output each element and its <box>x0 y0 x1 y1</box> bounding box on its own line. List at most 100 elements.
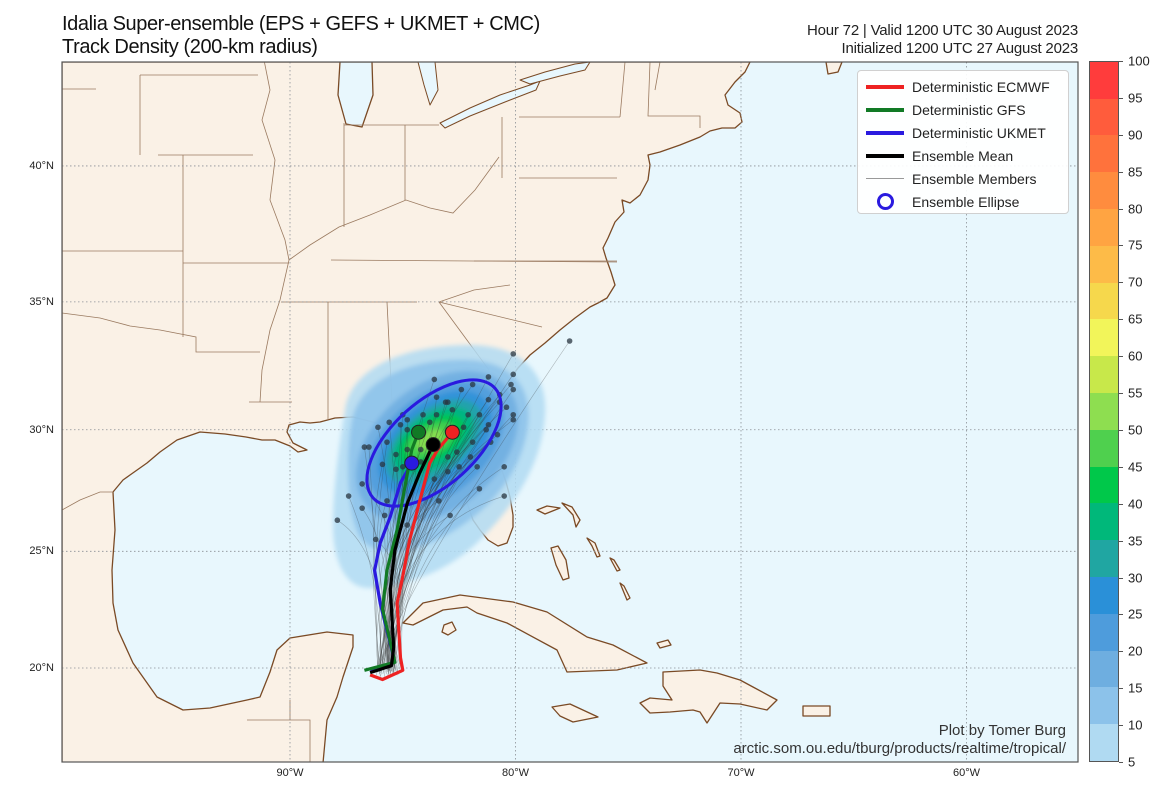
colorbar-label: 70 <box>1128 274 1143 290</box>
legend-circle-icon <box>876 193 894 210</box>
ensemble-member-endpoint <box>449 406 456 413</box>
track-endpoint-ukmet <box>404 455 420 471</box>
ensemble-member-endpoint <box>384 498 390 504</box>
ensemble-member-endpoint <box>485 374 492 380</box>
ensemble-member-endpoint <box>420 411 426 418</box>
ensemble-member-endpoint <box>359 505 365 511</box>
colorbar-band <box>1090 429 1118 467</box>
ensemble-member-track <box>376 429 487 676</box>
colorbar-tick <box>1119 577 1123 579</box>
ensemble-member-track <box>388 478 435 672</box>
colorbar-band <box>1090 540 1118 578</box>
ensemble-member-endpoint <box>474 463 480 470</box>
colorbar-band <box>1090 356 1118 394</box>
ensemble-member-endpoints <box>334 338 573 543</box>
state-borders <box>62 62 701 762</box>
legend-item-ukmet: Deterministic UKMET <box>858 121 1068 144</box>
colorbar-band <box>1090 282 1118 320</box>
ensemble-member-track <box>383 441 473 672</box>
ensemble-member-endpoint <box>485 421 492 428</box>
lat-label: 25°N <box>29 545 54 558</box>
ensemble-member-endpoint <box>404 522 411 528</box>
legend-label: Deterministic ECMWF <box>912 78 1050 95</box>
ensemble-member-endpoint <box>510 416 517 423</box>
ensemble-member-track <box>368 447 378 673</box>
ensemble-member-endpoint <box>460 424 467 431</box>
deterministic-tracks <box>363 424 460 682</box>
colorbar-band <box>1090 393 1118 430</box>
ensemble-member-endpoint <box>334 517 341 524</box>
colorbar-tick <box>1119 245 1123 247</box>
colorbar-tick <box>1119 651 1123 653</box>
legend-item-ensemble-ellipse: Ensemble Ellipse <box>858 190 1068 213</box>
ensemble-member-endpoint <box>501 493 508 499</box>
ensemble-member-track <box>382 422 397 674</box>
ensemble-member-endpoint <box>386 419 393 426</box>
ensemble-member-track <box>393 376 489 675</box>
legend-line-icon <box>866 178 904 179</box>
ensemble-member-endpoint <box>476 485 483 492</box>
ensemble-member-endpoint <box>445 399 451 406</box>
colorbar-tick <box>1119 319 1123 321</box>
ensemble-member-endpoint <box>404 446 411 453</box>
ensemble-member-endpoint <box>445 468 451 475</box>
colorbar-label: 65 <box>1128 311 1143 327</box>
track-endpoint-ecmwf <box>444 424 460 440</box>
colorbar-tick <box>1119 540 1123 542</box>
ensemble-member-endpoint <box>508 381 514 388</box>
colorbar-label: 55 <box>1128 385 1143 401</box>
land-abaco <box>561 502 581 528</box>
colorbar-label: 5 <box>1128 754 1136 770</box>
lon-label: 90°W <box>276 767 304 779</box>
ensemble-member-track <box>400 424 404 666</box>
ensemble-member-track <box>388 466 478 668</box>
land-nova-scotia <box>825 62 843 75</box>
ensemble-member-endpoint <box>476 411 483 418</box>
ensemble-member-endpoint <box>417 459 424 465</box>
legend-label: Deterministic UKMET <box>912 124 1046 141</box>
colorbar-tick <box>1119 97 1123 99</box>
colorbar-label: 50 <box>1128 422 1143 438</box>
ensemble-member-endpoint <box>501 463 508 470</box>
ensemble-member-endpoint <box>404 426 411 433</box>
track-ensemble-mean <box>369 443 435 675</box>
lon-label: 80°W <box>501 767 530 779</box>
colorbar-band <box>1090 650 1118 688</box>
colorbar-label: 75 <box>1128 237 1143 253</box>
legend-item-ensemble-mean: Ensemble Mean <box>858 144 1068 167</box>
lat-label: 20°N <box>29 662 54 674</box>
ensemble-member-endpoint <box>433 394 440 400</box>
colorbar-band <box>1090 245 1118 283</box>
ensemble-member-endpoint <box>384 439 390 445</box>
track-endpoint-gfs <box>411 424 427 440</box>
land-exuma <box>609 557 621 572</box>
colorbar-label: 10 <box>1128 717 1143 733</box>
colorbar-band <box>1090 209 1118 246</box>
ensemble-member-track <box>372 464 383 674</box>
colorbar-band <box>1090 98 1118 136</box>
colorbar-band <box>1090 135 1118 173</box>
land-inagua <box>656 639 672 649</box>
land-lake-michigan <box>337 62 374 128</box>
lat-label: 35°N <box>29 295 54 308</box>
colorbar-label: 15 <box>1128 680 1143 696</box>
ensemble-member-endpoint <box>510 411 517 418</box>
credit-url: arctic.som.ou.edu/tburg/products/realtim… <box>733 740 1066 757</box>
ensemble-member-endpoint <box>417 446 424 453</box>
ensemble-member-track <box>380 424 489 665</box>
legend-label: Ensemble Members <box>912 170 1037 187</box>
ensemble-ellipse <box>365 378 503 508</box>
ensemble-member-endpoint <box>510 371 517 378</box>
colorbar-tick <box>1119 61 1123 62</box>
ensemble-member-endpoint <box>454 449 460 455</box>
legend-label: Ensemble Mean <box>912 147 1014 164</box>
colorbar <box>1089 61 1119 762</box>
lat-label: 30°N <box>29 423 54 436</box>
legend-line-icon <box>866 130 904 135</box>
land-puerto-rico <box>802 705 831 717</box>
colorbar-tick <box>1119 688 1123 690</box>
land-isle-of-youth <box>441 621 457 636</box>
ensemble-member-endpoint <box>375 424 381 431</box>
ensemble-member-endpoint <box>359 481 365 487</box>
legend-item-ensemble-members: Ensemble Members <box>858 167 1068 190</box>
